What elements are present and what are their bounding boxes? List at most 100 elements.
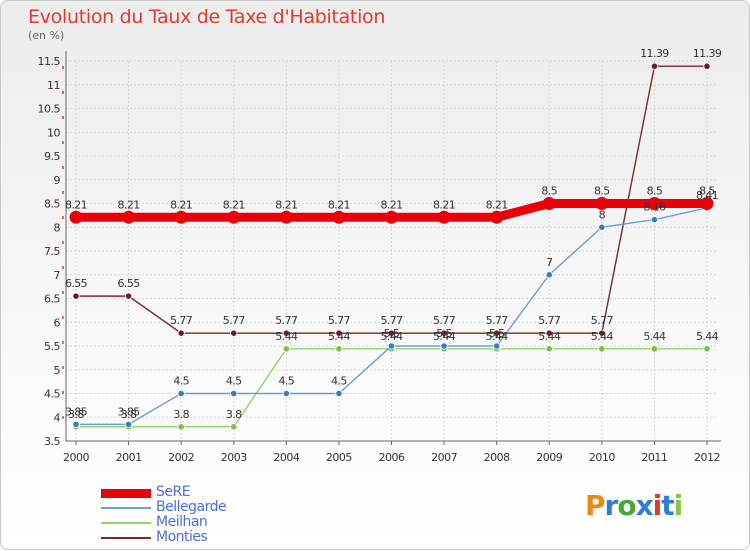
x-tick-label: 2004 [273,451,299,464]
data-label: 5.77 [591,314,614,327]
data-label: 5.44 [538,330,561,343]
x-tick-label: 2009 [536,451,562,464]
data-label: 11.39 [640,47,669,60]
legend-swatch [101,488,151,498]
data-label: 4.5 [278,375,294,388]
data-label: 5.5 [489,327,505,340]
series-layer [69,62,714,431]
data-point [177,329,185,337]
data-label: 5.77 [380,314,403,327]
data-point [542,197,556,210]
data-label: 8.21 [65,198,87,211]
data-label: 8.5 [699,185,715,198]
data-label: 8.5 [647,185,663,198]
data-point [122,210,136,224]
data-point [177,389,185,398]
y-tick-label: 9 [54,174,61,187]
brand-letter: o [617,489,636,522]
data-point [387,329,396,337]
data-label: 3.8 [226,408,242,421]
y-tick-label: 9.5 [44,150,60,163]
chart-title: Evolution du Taux de Taxe d'Habitation [28,6,386,28]
y-axis-unit-label: (en %) [28,29,65,42]
data-labels: 8.21 8.21 8.21 8.21 8.21 8.21 8.21 8.21 8.218.5 8… [65,47,722,421]
brand-letter: t [661,489,674,522]
data-label: 6.55 [65,277,88,290]
y-tick-label: 4.5 [44,388,60,401]
y-tick-label: 7 [54,269,61,282]
y-tick-label: 10.5 [38,103,61,116]
data-point [124,420,133,428]
x-tick-label: 2002 [168,451,194,464]
data-label: 5.44 [275,330,298,343]
data-point [598,223,606,231]
data-label: 5.77 [328,314,351,327]
data-label: 8.21 [275,198,297,211]
data-point [545,329,553,337]
brand-letter: x [635,489,654,522]
y-tick-label: 7.5 [44,245,60,258]
data-label: 8.41 [696,189,718,202]
y-tick-label: 5 [54,364,61,377]
series-line-meilhan [75,348,708,428]
data-point [545,271,553,279]
data-point [124,292,133,300]
x-tick-label: 2001 [116,451,142,464]
brand-letter: i [673,489,684,522]
data-label: 5.77 [538,314,561,327]
data-label: 8.21 [328,198,350,211]
data-label: 4.5 [331,375,347,388]
y-tick-label: 8.5 [44,198,60,211]
x-tick-label: 2012 [694,451,720,464]
data-label: 8 [599,208,606,221]
data-label: 3.85 [118,405,141,418]
legend-label: Bellegarde [156,499,227,515]
data-point [335,329,343,337]
x-tick-label: 2005 [326,451,352,464]
data-label: 7 [546,256,553,269]
data-point [440,329,448,337]
legend: SeRE Bellegarde Meilhan Monties [101,484,301,545]
y-tick-label: 4 [54,411,61,424]
data-label: 8.21 [380,198,402,211]
data-label: 8.21 [486,198,508,211]
data-label: 5.77 [433,314,456,327]
data-point [385,210,398,224]
data-point [230,389,238,398]
data-point [174,210,188,224]
y-tick-label: 11 [47,79,60,92]
data-point [493,329,501,337]
data-point [230,423,238,431]
x-tick-label: 2000 [63,451,89,464]
data-point [227,210,241,224]
data-point [332,210,346,224]
legend-item-meilhan: Meilhan [101,514,301,530]
data-label: 5.44 [328,330,351,343]
y-tick-label: 6.5 [44,293,60,306]
legend-item-sere: SeRE [101,484,301,500]
data-label: 3.8 [68,408,84,421]
brand-logo: Proxiti [585,489,684,522]
data-point [230,329,238,337]
data-label: 3.8 [121,408,137,421]
legend-swatch [101,522,151,524]
data-point [282,329,290,337]
legend-label: Meilhan [156,514,208,530]
legend-item-monties: Monties [101,529,301,545]
data-point [335,345,343,353]
y-tick-label: 11.5 [38,55,61,68]
brand-letter: i [652,489,663,522]
data-point [440,342,448,350]
data-label: 5.77 [170,314,193,327]
data-label: 8.5 [594,185,610,198]
data-point [282,389,290,398]
data-label: 8.21 [170,198,192,211]
data-label: 6.55 [118,277,141,290]
data-point [650,345,659,353]
legend-swatch [101,507,151,509]
x-tick-label: 2011 [641,451,667,464]
legend-label: Monties [156,529,208,545]
grid [66,60,716,442]
data-point [72,292,80,300]
